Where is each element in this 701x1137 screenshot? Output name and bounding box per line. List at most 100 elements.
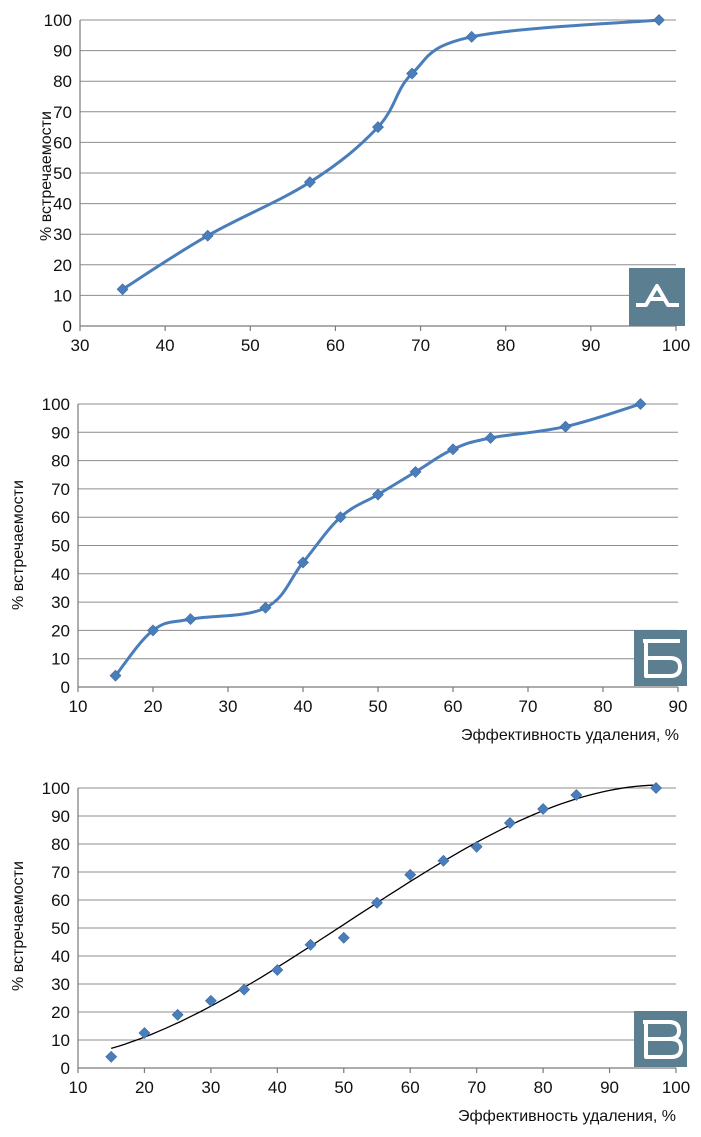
chart-a-series-line <box>121 18 661 291</box>
chart-a-y-tick-label: 80 <box>53 72 72 91</box>
chart-c-data-point <box>503 817 516 829</box>
chart-c-badge <box>634 1011 687 1067</box>
chart-c-x-tick-label: 80 <box>534 1078 553 1097</box>
chart-c-y-tick-label: 30 <box>51 975 70 994</box>
chart-c-data-point <box>171 1008 184 1021</box>
chart-a-x-tick-label: 50 <box>241 336 260 355</box>
chart-c-y-tick-label: 40 <box>51 947 70 966</box>
chart-b-y-tick-label: 90 <box>51 423 70 442</box>
chart-b-series-line <box>114 402 642 678</box>
chart-a-y-tick-label: 70 <box>53 103 72 122</box>
chart-b-x-tick-label: 10 <box>69 697 88 716</box>
chart-c-x-tick-label: 10 <box>69 1078 88 1097</box>
chart-c-badge-letter <box>643 1020 683 1059</box>
chart-c-data-point <box>570 789 583 801</box>
chart-b-data-point <box>409 465 422 478</box>
chart-c-data-point <box>404 868 417 881</box>
chart-b-y-tick-label: 40 <box>51 565 70 584</box>
chart-a-marks: 0 10 20 30 40 50 60 70 80 90 100 30 40 50 60 70 80 90 100 <box>44 11 691 355</box>
chart-c-y-tick-label: 60 <box>51 891 70 910</box>
chart-b-data-point <box>297 556 309 569</box>
chart-c-data-point <box>105 1050 118 1063</box>
chart-c-x-tick-label: 60 <box>401 1078 420 1097</box>
chart-b-data-point <box>147 624 159 637</box>
chart-c-data-point <box>304 938 317 951</box>
chart-a-data-point <box>653 14 665 26</box>
chart-a-data-point <box>303 176 316 189</box>
chart-c-y-tick-label: 0 <box>61 1059 70 1078</box>
chart-c-y-tick-label: 10 <box>51 1031 70 1050</box>
chart-c-y-tick-label: 50 <box>51 919 70 938</box>
chart-a-y-tick-label: 90 <box>53 42 72 61</box>
chart-c-y-tick-label: 100 <box>42 779 70 798</box>
chart-c-data-point <box>437 854 450 867</box>
chart-a-x-tick-label: 80 <box>496 336 515 355</box>
chart-b-y-tick-label: 60 <box>51 508 70 527</box>
chart-b-x-tick-label: 20 <box>144 697 163 716</box>
chart-b-y-tick-label: 20 <box>51 621 70 640</box>
chart-b-y-tick-label: 100 <box>42 395 70 414</box>
chart-a-y-tick-label: 100 <box>44 11 72 30</box>
chart-c-data-point <box>138 1027 151 1039</box>
chart-c-y-tick-label: 90 <box>51 807 70 826</box>
chart-a-x-tick-label: 100 <box>662 336 690 355</box>
chart-b-x-tick-label: 80 <box>594 697 613 716</box>
chart-a-x-tick-label: 30 <box>71 336 90 355</box>
chart-c-y-tick-label: 70 <box>51 863 70 882</box>
chart-b-data-point <box>372 488 384 501</box>
chart-a-data-point <box>406 67 418 80</box>
chart-a: % встречаемости 0 10 20 30 40 50 60 70 80 90 100 30… <box>38 11 690 355</box>
chart-c-x-axis-label: Эффективность удаления, % <box>458 1108 676 1125</box>
chart-a-badge-letter <box>636 284 679 307</box>
chart-c-y-axis-label: % встречаемости <box>10 861 27 991</box>
chart-a-y-tick-label: 10 <box>53 286 72 305</box>
chart-c: % встречаемости Эффективность удаления, … <box>10 779 690 1125</box>
chart-b-data-point <box>484 432 497 444</box>
chart-b-data-point <box>334 511 347 524</box>
chart-a-data-point <box>465 30 478 43</box>
chart-b-y-tick-label: 70 <box>51 480 70 499</box>
chart-a-y-tick-label: 20 <box>53 256 72 275</box>
chart-c-trendline <box>111 784 657 1050</box>
chart-b-x-tick-label: 70 <box>519 697 538 716</box>
chart-c-data-point <box>204 994 217 1007</box>
chart-b-x-axis-label: Эффективность удаления, % <box>461 727 679 744</box>
chart-a-data-point <box>201 229 214 242</box>
chart-a-x-tick-label: 40 <box>156 336 175 355</box>
chart-a-y-axis-label: % встречаемости <box>38 111 55 241</box>
chart-b-data-point <box>259 601 272 614</box>
chart-b-badge <box>634 630 687 686</box>
chart-b-y-tick-label: 50 <box>51 537 70 556</box>
chart-a-x-tick-label: 90 <box>581 336 600 355</box>
chart-a-x-tick-label: 70 <box>411 336 430 355</box>
chart-a-data-point <box>372 121 384 134</box>
chart-c-x-tick-label: 100 <box>662 1078 690 1097</box>
chart-b-x-tick-label: 50 <box>369 697 388 716</box>
chart-b-x-tick-label: 40 <box>294 697 313 716</box>
chart-c-x-tick-label: 20 <box>135 1078 154 1097</box>
chart-b-data-point <box>634 398 647 410</box>
chart-a-y-tick-label: 60 <box>53 133 72 152</box>
chart-b: % встречаемости Эффективность удаления, … <box>10 395 687 744</box>
chart-c-data-point <box>537 803 550 815</box>
chart-a-y-tick-label: 30 <box>53 225 72 244</box>
chart-a-y-tick-label: 50 <box>53 164 72 183</box>
chart-a-y-tick-label: 0 <box>63 317 72 336</box>
chart-b-data-point <box>109 669 122 682</box>
chart-b-y-tick-label: 0 <box>61 678 70 697</box>
chart-c-data-point <box>271 964 284 976</box>
chart-a-y-tick-label: 40 <box>53 195 72 214</box>
chart-c-x-tick-label: 30 <box>201 1078 220 1097</box>
chart-b-y-tick-label: 80 <box>51 452 70 471</box>
chart-c-data-point <box>470 840 483 853</box>
chart-c-y-tick-label: 80 <box>51 835 70 854</box>
chart-c-data-point <box>371 896 383 909</box>
chart-a-x-tick-label: 60 <box>326 336 345 355</box>
chart-b-data-point <box>447 443 459 456</box>
chart-c-y-tick-label: 20 <box>51 1003 70 1022</box>
chart-b-badge-letter <box>643 639 682 678</box>
